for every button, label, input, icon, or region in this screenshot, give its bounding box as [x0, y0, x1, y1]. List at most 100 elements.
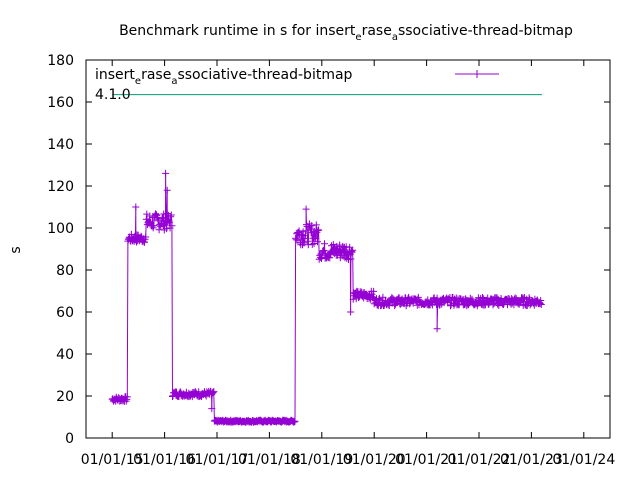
- data-point: [330, 250, 338, 257]
- data-point: [339, 244, 347, 252]
- data-point: [163, 186, 171, 194]
- y-axis: 0 20 40 60 80 100 120 140 160 180: [47, 53, 610, 447]
- data-point: [159, 222, 167, 230]
- data-point: [489, 301, 497, 309]
- x-tick-label: 01/01/23: [500, 452, 563, 468]
- data-point: [312, 221, 320, 229]
- y-tick-label: 140: [47, 137, 74, 153]
- legend-label-4-1-0: 4.1.0: [95, 87, 131, 103]
- y-axis-label: s: [8, 246, 24, 253]
- data-point: [452, 294, 460, 302]
- series-markers: [108, 169, 545, 426]
- data-point: [292, 236, 300, 244]
- data-point: [488, 295, 496, 303]
- data-point: [300, 239, 308, 247]
- y-tick-label: 180: [47, 53, 74, 69]
- data-point: [290, 418, 298, 426]
- chart-title: Benchmark runtime in s for inserteraseas…: [119, 23, 573, 43]
- data-point: [168, 222, 176, 230]
- data-point: [347, 255, 355, 263]
- x-axis: 01/01/1501/01/1601/01/1701/01/1801/01/19…: [81, 60, 615, 468]
- data-point: [302, 205, 310, 213]
- data-point: [399, 298, 407, 306]
- data-point: [530, 301, 538, 309]
- data-point: [163, 210, 171, 217]
- data-point: [493, 294, 501, 302]
- legend-label-insert-erase: inserteraseassociative-thread-bitmap: [95, 67, 353, 87]
- plot-frame: [85, 59, 611, 439]
- x-tick-label: 01/01/16: [133, 452, 196, 468]
- data-point: [304, 237, 312, 245]
- y-tick-label: 40: [56, 347, 74, 363]
- data-point: [433, 325, 441, 333]
- x-tick-label: 01/01/22: [448, 452, 511, 468]
- x-tick-label: 01/01/15: [81, 452, 144, 468]
- data-point: [370, 300, 378, 308]
- x-tick-label: 01/01/20: [343, 452, 406, 468]
- data-point: [167, 211, 175, 219]
- data-point: [314, 238, 321, 246]
- data-point: [132, 203, 140, 211]
- data-point: [167, 213, 175, 221]
- data-point: [123, 393, 131, 401]
- x-tick-label: 01/01/24: [552, 452, 615, 468]
- data-point: [152, 210, 160, 218]
- data-point: [349, 246, 357, 254]
- data-point: [338, 249, 345, 256]
- data-point: [141, 238, 148, 246]
- data-point: [336, 241, 344, 249]
- data-point: [161, 220, 169, 228]
- data-point: [370, 287, 378, 295]
- data-point: [308, 222, 316, 230]
- data-point: [208, 405, 216, 413]
- data-point: [162, 169, 170, 177]
- y-tick-label: 20: [56, 389, 74, 405]
- data-point: [436, 301, 444, 309]
- y-tick-label: 0: [65, 431, 74, 447]
- data-point: [398, 295, 406, 303]
- data-point: [343, 254, 351, 262]
- x-tick-label: 01/01/18: [238, 452, 301, 468]
- data-point: [312, 235, 320, 242]
- data-point: [414, 293, 422, 301]
- data-point: [537, 301, 545, 308]
- data-point: [375, 294, 383, 302]
- data-point: [310, 240, 318, 247]
- data-point: [413, 297, 421, 305]
- data-point: [346, 243, 354, 251]
- data-point: [320, 247, 328, 255]
- data-point: [302, 227, 310, 235]
- data-point: [348, 248, 356, 256]
- data-point: [406, 300, 414, 308]
- data-point: [308, 240, 316, 248]
- data-point: [379, 293, 387, 301]
- data-point: [163, 225, 171, 233]
- data-point: [341, 254, 349, 262]
- y-tick-label: 100: [47, 221, 74, 237]
- x-tick-label: 01/01/21: [395, 452, 458, 468]
- data-point: [537, 297, 545, 304]
- data-point: [384, 301, 392, 309]
- data-point: [209, 388, 217, 396]
- data-point: [315, 226, 323, 234]
- data-point: [348, 247, 355, 255]
- data-point: [314, 227, 322, 234]
- data-point: [122, 397, 130, 405]
- data-point: [147, 219, 155, 227]
- x-tick-label: 01/01/19: [290, 452, 353, 468]
- data-point: [536, 300, 544, 307]
- y-tick-label: 120: [47, 179, 74, 195]
- data-point: [150, 222, 158, 230]
- data-point: [468, 295, 476, 303]
- y-tick-label: 160: [47, 95, 74, 111]
- data-point: [158, 215, 166, 223]
- data-point: [301, 232, 309, 240]
- data-point: [500, 299, 508, 307]
- data-point: [210, 388, 218, 396]
- data-point: [291, 417, 299, 425]
- data-point: [477, 300, 485, 308]
- data-point: [395, 294, 403, 302]
- data-point: [142, 233, 150, 241]
- data-point: [299, 228, 307, 236]
- data-point: [389, 294, 397, 302]
